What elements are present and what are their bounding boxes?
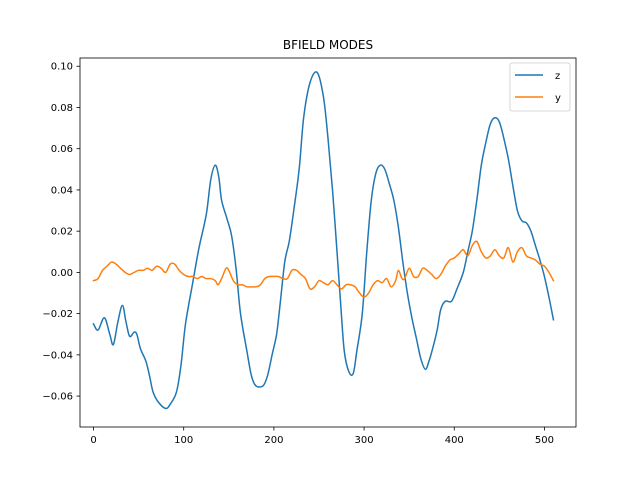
- x-tick-label: 300: [355, 435, 374, 446]
- y-tick-label: 0.08: [51, 103, 73, 114]
- y-tick-label: −0.02: [42, 309, 73, 320]
- series-line-y: [92, 240, 555, 298]
- x-axis: 0 100 200 300 400 500: [90, 427, 554, 446]
- x-tick-label: 100: [174, 435, 193, 446]
- x-tick-label: 0: [90, 435, 96, 446]
- y-tick-label: −0.06: [42, 392, 73, 403]
- legend: zy: [509, 62, 571, 112]
- y-tick-label: 0.04: [51, 185, 73, 196]
- legend-label-y: y: [555, 93, 561, 104]
- x-tick-label: 500: [535, 435, 554, 446]
- x-tick-label: 400: [445, 435, 464, 446]
- plot-frame: [79, 57, 577, 428]
- series-layer: [92, 71, 555, 410]
- y-tick-label: 0.00: [51, 268, 73, 279]
- y-tick-label: 0.10: [51, 62, 73, 73]
- legend-box: [509, 62, 571, 112]
- legend-label-z: z: [555, 71, 560, 82]
- y-tick-label: −0.04: [42, 350, 73, 361]
- y-tick-label: 0.02: [51, 227, 73, 238]
- x-tick-label: 200: [264, 435, 283, 446]
- y-axis: −0.06 −0.04 −0.02 0.00 0.02 0.04 0.06 0.08 0.10: [42, 62, 80, 403]
- y-tick-label: 0.06: [51, 144, 73, 155]
- chart-title: BFIELD MODES: [283, 38, 373, 52]
- series-line-z: [92, 71, 555, 410]
